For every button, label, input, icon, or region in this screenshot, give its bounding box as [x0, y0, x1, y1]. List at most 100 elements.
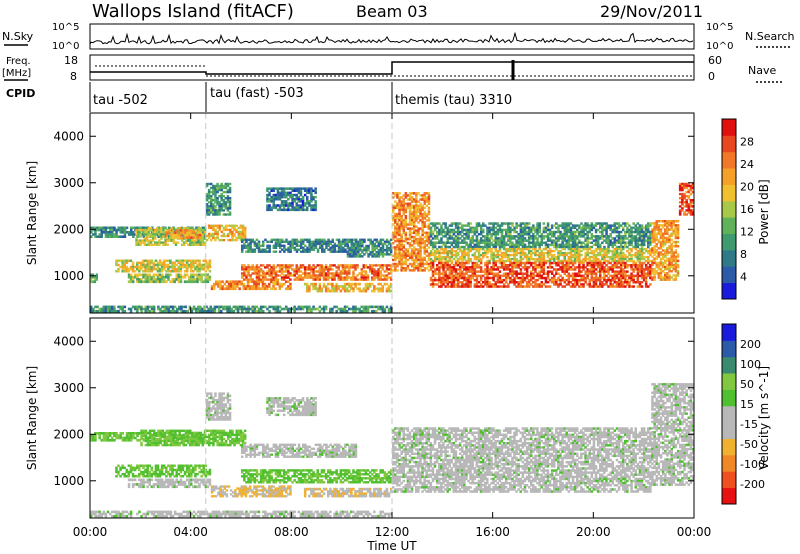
heatmap-cell	[540, 243, 543, 247]
heatmap-cell	[450, 243, 454, 247]
heatmap-cell	[521, 281, 525, 284]
heatmap-cell	[563, 259, 566, 263]
heatmap-cell	[339, 246, 343, 249]
heatmap-cell	[383, 278, 387, 281]
heatmap-cell	[530, 251, 533, 255]
heatmap-cell	[371, 278, 374, 281]
heatmap-cell	[259, 274, 263, 277]
heatmap-cell	[324, 272, 328, 275]
heatmap-cell	[404, 192, 408, 195]
heatmap-cell	[594, 235, 598, 238]
heatmap-cell	[586, 237, 589, 240]
heatmap-cell	[413, 231, 416, 235]
heatmap-cell	[471, 266, 474, 269]
heatmap-cell	[291, 189, 294, 192]
heatmap-cell	[459, 268, 462, 271]
heatmap-cell	[594, 237, 598, 240]
heatmap-cell	[272, 187, 275, 190]
heatmap-cell	[297, 268, 301, 271]
heatmap-cell	[619, 259, 623, 263]
heatmap-cell	[224, 234, 228, 238]
heatmap-cell	[448, 228, 452, 232]
heatmap-cell	[373, 242, 376, 246]
heatmap-cell	[517, 251, 520, 255]
heatmap-cell	[446, 283, 449, 286]
heatmap-cell	[567, 237, 571, 240]
heatmap-cell	[156, 227, 159, 230]
heatmap-cell	[180, 229, 183, 232]
heatmap-cell	[446, 226, 449, 230]
heatmap-cell	[613, 228, 617, 232]
heatmap-cell	[396, 248, 399, 251]
heatmap-cell	[226, 213, 230, 216]
heatmap-cell	[91, 280, 95, 284]
heatmap-cell	[638, 237, 642, 240]
heatmap-cell	[389, 289, 393, 293]
heatmap-cell	[498, 285, 502, 288]
heatmap-cell	[605, 251, 608, 255]
heatmap-cell	[640, 257, 644, 261]
heatmap-cell	[456, 274, 460, 278]
heatmap-cell	[448, 249, 452, 253]
heatmap-cell	[396, 202, 399, 205]
heatmap-cell	[339, 250, 343, 253]
heatmap-cell	[498, 266, 502, 269]
heatmap-cell	[406, 202, 410, 205]
heatmap-cell	[500, 243, 504, 247]
heatmap-cell	[199, 227, 202, 230]
heatmap-cell	[509, 261, 512, 265]
heatmap-cell	[287, 268, 290, 271]
heatmap-cell	[285, 264, 288, 267]
heatmap-cell	[214, 190, 217, 194]
heatmap-cell	[596, 235, 600, 238]
heatmap-cell	[565, 264, 569, 267]
heatmap-cell	[517, 237, 520, 240]
heatmap-cell	[438, 272, 441, 275]
heatmap-cell	[515, 235, 518, 238]
heatmap-cell	[567, 278, 571, 282]
heatmap-cell	[456, 224, 460, 227]
heatmap-cell	[500, 266, 504, 269]
heatmap-cell	[191, 239, 194, 242]
heatmap-cell	[502, 222, 506, 225]
heatmap-cell	[450, 247, 454, 251]
heatmap-cell	[402, 256, 405, 260]
heatmap-cell	[603, 259, 606, 263]
heatmap-cell	[486, 239, 489, 242]
heatmap-cell	[505, 274, 508, 278]
heatmap-cell	[129, 275, 133, 279]
heatmap-cell	[632, 259, 635, 263]
heatmap-cell	[634, 230, 637, 234]
heatmap-cell	[404, 233, 408, 237]
heatmap-cell	[396, 254, 399, 257]
heatmap-cell	[251, 250, 254, 253]
heatmap-cell	[381, 244, 385, 248]
heatmap-cell	[630, 255, 633, 259]
heatmap-cell	[184, 233, 187, 237]
heatmap-cell	[175, 233, 179, 237]
heatmap-cell	[293, 240, 297, 243]
heatmap-cell	[553, 261, 556, 265]
heatmap-cell	[241, 248, 244, 251]
heatmap-cell	[329, 240, 332, 243]
heatmap-cell	[599, 224, 602, 227]
heatmap-cell	[137, 241, 140, 244]
heatmap-cell	[377, 251, 381, 254]
heatmap-cell	[158, 243, 161, 246]
heatmap-cell	[482, 239, 485, 242]
heatmap-cell	[438, 261, 441, 265]
heatmap-cell	[471, 228, 474, 232]
heatmap-cell	[308, 202, 311, 205]
heatmap-cell	[413, 235, 416, 239]
heatmap-cell	[471, 272, 474, 275]
heatmap-cell	[477, 251, 481, 255]
heatmap-cell	[212, 199, 215, 202]
heatmap-cell	[337, 244, 341, 247]
heatmap-cell	[310, 240, 313, 243]
heatmap-cell	[191, 227, 194, 230]
heatmap-cell	[402, 212, 405, 216]
heatmap-cell	[259, 268, 263, 271]
heatmap-cell	[274, 278, 278, 281]
heatmap-cell	[207, 195, 211, 198]
heatmap-cell	[509, 276, 512, 280]
